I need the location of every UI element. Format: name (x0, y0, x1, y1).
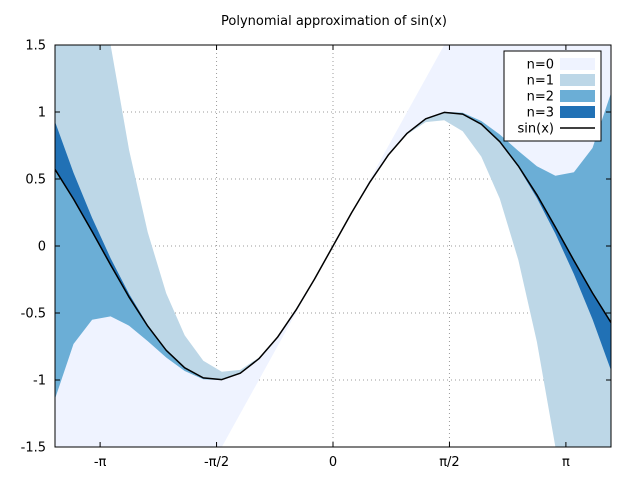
x-tick-label: -π (94, 455, 107, 470)
x-tick-label: π (562, 455, 570, 470)
y-tick-label: 0.5 (25, 173, 46, 188)
legend-label: n=2 (527, 90, 554, 105)
y-tick-label: -0.5 (21, 307, 46, 322)
legend-label: n=3 (527, 106, 554, 121)
y-tick-label: 1 (38, 106, 46, 121)
legend-swatch (560, 90, 595, 102)
sin-curve (55, 111, 611, 381)
y-tick-label: -1.5 (21, 441, 46, 456)
chart-title: Polynomial approximation of sin(x) (221, 14, 447, 29)
legend-label: sin(x) (518, 122, 554, 137)
y-tick-label: -1 (33, 374, 46, 389)
legend-swatch (560, 58, 595, 70)
tick-marks (55, 44, 611, 448)
band-n=1 (55, 45, 611, 447)
y-tick-label: 1.5 (25, 39, 46, 54)
legend-swatch (560, 74, 595, 86)
legend-label: n=1 (527, 74, 554, 89)
legend-label: n=0 (527, 58, 554, 73)
x-tick-label: -π/2 (204, 455, 229, 470)
tick-labels: -π -π/2 0 π/2 π -1.5 -1 -0.5 0 0.5 1 1.5 (21, 39, 570, 471)
y-tick-label: 0 (38, 240, 46, 255)
x-tick-label: 0 (329, 455, 337, 470)
legend-swatch (560, 106, 595, 118)
x-tick-label: π/2 (439, 455, 459, 470)
